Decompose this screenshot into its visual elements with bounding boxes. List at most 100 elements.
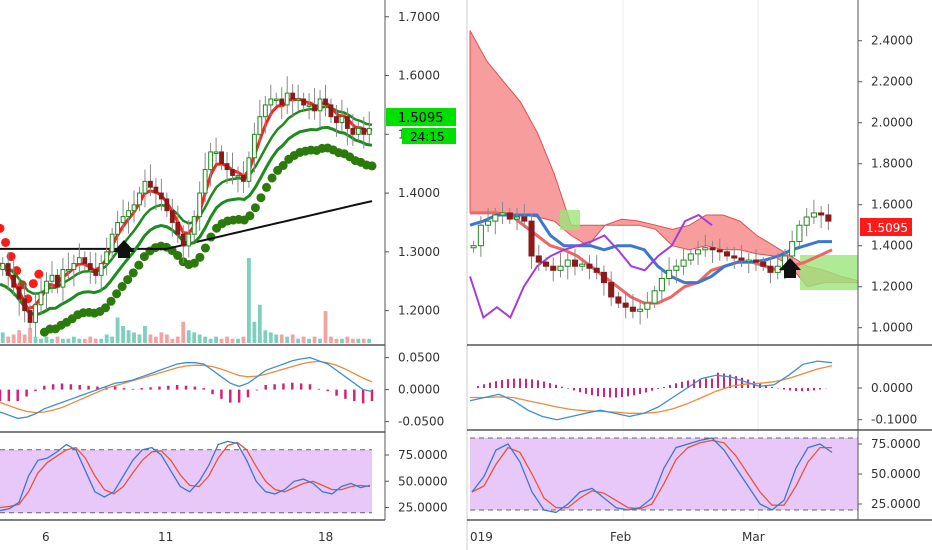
right-chart: 2.4000 2.2000 2.0000 1.8000 1.6000 1.4000 1.20… <box>466 0 932 550</box>
left-price-tag-text: 1.5095 <box>398 111 444 126</box>
right-price-tick-label: 1.2000 <box>871 280 913 294</box>
left-candle <box>71 263 77 270</box>
left-volume-bar <box>329 336 333 343</box>
right-candle <box>774 265 781 273</box>
right-price-tick-label: 1.6000 <box>871 198 913 212</box>
right-price-tick-label: 2.0000 <box>871 116 913 130</box>
left-volume-bar <box>361 338 366 343</box>
right-candle <box>666 269 673 280</box>
left-psar-dot <box>250 203 260 213</box>
left-candle <box>60 268 66 288</box>
left-volume-bar <box>285 336 290 343</box>
left-volume-bar <box>110 336 115 343</box>
left-candle <box>98 263 104 276</box>
left-candle <box>355 127 361 135</box>
left-candle <box>361 127 367 135</box>
right-price-tick-label: 1.0000 <box>871 321 913 335</box>
right-candles <box>470 199 832 325</box>
left-candle <box>38 292 44 306</box>
left-psar-dot <box>267 173 277 183</box>
left-macd-tick-label: 0.0500 <box>398 351 440 365</box>
left-volume-bar <box>274 334 279 343</box>
right-candle <box>579 263 586 267</box>
left-candle <box>284 92 290 106</box>
left-candle <box>22 298 28 312</box>
left-countdown-tag-text: 24:15 <box>410 130 445 144</box>
left-volume-bar <box>0 332 5 343</box>
left-volume-bar <box>137 334 142 343</box>
left-candle <box>11 274 17 288</box>
left-psar-dot <box>367 161 377 171</box>
left-candle <box>65 268 71 272</box>
right-candle <box>506 212 513 220</box>
right-kumo-green <box>560 210 580 230</box>
left-candle <box>213 151 219 154</box>
left-candle <box>197 192 203 218</box>
right-candle <box>629 306 636 312</box>
right-candle <box>825 214 832 222</box>
left-volume-bar <box>44 336 49 343</box>
right-candle <box>818 212 825 216</box>
left-volume-bar <box>175 336 180 343</box>
right-candle <box>767 265 774 273</box>
right-candle <box>557 265 564 271</box>
left-volume-bar <box>230 338 235 343</box>
left-stoch-k-line <box>0 440 371 512</box>
right-stoch-tick-label: 25.0000 <box>871 497 921 511</box>
left-candle <box>148 180 153 188</box>
right-candle <box>803 216 810 226</box>
left-candle <box>344 116 350 129</box>
right-candle <box>687 253 694 261</box>
right-candle <box>709 247 716 251</box>
right-candle <box>492 214 499 222</box>
left-psar-dot <box>256 193 266 203</box>
left-volume-bar <box>50 338 54 343</box>
left-candle <box>0 263 6 270</box>
right-candle <box>615 296 622 304</box>
left-volume-bar <box>181 321 186 343</box>
left-volume-bar <box>214 336 219 343</box>
right-price-tick-label: 2.2000 <box>871 75 913 89</box>
left-candle <box>191 216 197 235</box>
left-volume-bar <box>290 334 295 343</box>
left-candle <box>82 257 88 265</box>
left-candle <box>169 210 175 223</box>
left-volume-bar <box>203 336 208 343</box>
left-candle <box>55 274 60 288</box>
left-volume-bar <box>339 338 344 343</box>
left-candle <box>279 98 285 106</box>
left-time-label-1: 6 <box>42 530 50 544</box>
right-candle <box>723 251 731 257</box>
left-psar-dot <box>100 303 110 313</box>
left-candle <box>219 151 224 165</box>
left-candle <box>224 163 230 171</box>
left-volume-bar <box>350 338 355 343</box>
left-price-tag: 1.5095 <box>386 108 456 126</box>
right-price-tick-label: 2.4000 <box>871 34 913 48</box>
left-candle <box>131 204 137 212</box>
right-candle <box>789 241 796 257</box>
left-candle <box>27 310 33 323</box>
left-candle <box>334 116 339 124</box>
left-candle <box>230 169 235 176</box>
right-buy-arrow-icon <box>779 258 801 278</box>
left-volume-bar <box>345 336 350 343</box>
right-candle <box>542 261 550 267</box>
left-psar-dot <box>34 269 44 279</box>
left-macd-axis: 0.0500 0.0000 -0.0500 <box>385 351 444 429</box>
right-candle <box>738 257 745 261</box>
left-volume-bar <box>356 338 361 343</box>
left-countdown-tag-bg <box>402 128 456 144</box>
left-psar-dot <box>134 260 144 270</box>
left-psar-dot <box>189 258 199 268</box>
right-candle <box>470 245 477 249</box>
left-volume-bar <box>143 326 147 343</box>
right-candle <box>658 278 665 292</box>
left-volume-bar <box>307 338 312 343</box>
left-psar-dot <box>117 282 127 292</box>
left-candle <box>153 186 159 194</box>
left-volume-bar <box>252 321 257 343</box>
left-candle <box>186 233 192 247</box>
left-volume-bar <box>126 330 131 343</box>
left-volume-bar <box>279 334 284 343</box>
